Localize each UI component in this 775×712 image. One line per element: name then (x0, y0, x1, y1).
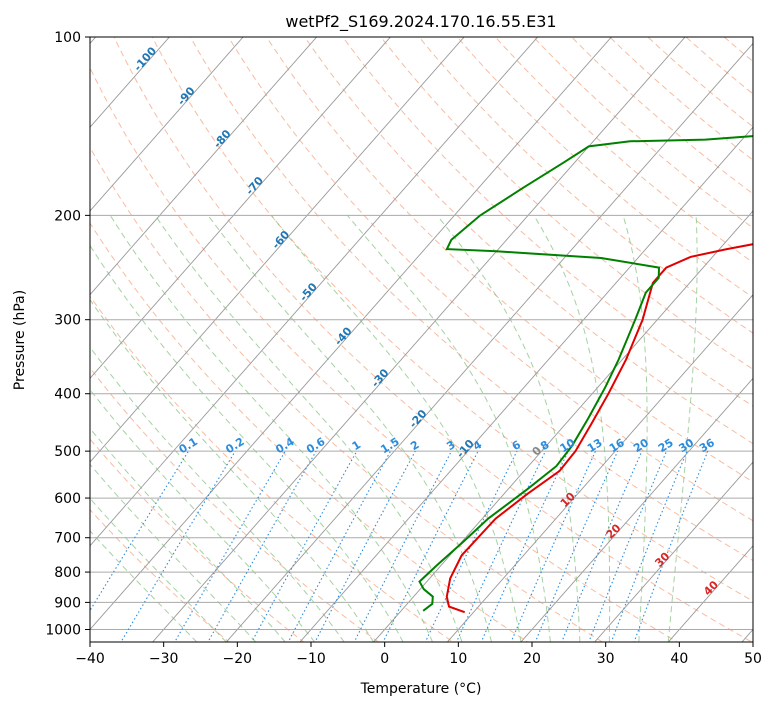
isotherm-label: -80 (211, 127, 234, 151)
moist-adiabat (0, 215, 285, 642)
moist-adiabat (0, 215, 315, 642)
y-tick-label: 100 (54, 30, 81, 46)
moist-adiabat (0, 215, 256, 642)
x-tick-label: −10 (296, 651, 326, 667)
isotherm (0, 24, 476, 654)
x-tick-label: 10 (449, 651, 467, 667)
dewpoint-profile (420, 37, 775, 611)
mixing-ratio-line (584, 451, 666, 654)
isotherm (363, 24, 775, 654)
mixing-ratio-label: 13 (585, 436, 605, 455)
mixing-ratio-line (282, 451, 391, 654)
mixing-ratio-label: 0.6 (304, 435, 328, 457)
x-tick-label: −40 (75, 651, 105, 667)
x-tick-label: 0 (380, 651, 389, 667)
mixing-ratio-line (201, 451, 316, 654)
mixing-ratio-line (168, 451, 285, 654)
isotherm (584, 24, 775, 654)
dry-adiabat (70, 24, 697, 654)
dry-adiabat (0, 24, 471, 654)
x-tick-label: −20 (223, 651, 253, 667)
y-tick-label: 400 (54, 387, 81, 403)
profiles (420, 37, 775, 612)
axes: −40 −30 −20 −10 0 10 20 30 40 50 1000 900 800 700 600 5… (45, 30, 762, 667)
y-tick-label: 700 (54, 531, 81, 547)
dry-adiabat (0, 24, 319, 654)
plot-frame (90, 37, 753, 642)
mixing-ratio-label: 30 (676, 436, 696, 455)
isotherm (658, 24, 775, 654)
dry-adiabat (484, 24, 775, 654)
mixing-ratio-line (245, 451, 356, 654)
y-tick-label: 300 (54, 313, 81, 329)
mixing-ratio-line (506, 451, 596, 654)
mixing-ratio-label: 0.4 (273, 435, 297, 457)
isotherm (0, 24, 255, 654)
mixing-ratio-label: 1.5 (378, 435, 401, 456)
y-tick-label: 1000 (45, 623, 81, 639)
isotherm-label: -70 (243, 174, 266, 198)
mixing-ratio-line (114, 451, 235, 654)
y-tick-label: 500 (54, 444, 81, 460)
moist-adiabat (38, 215, 374, 642)
y-tick-label: 800 (54, 565, 81, 581)
isotherm-label: -20 (407, 407, 430, 431)
y-tick-label: 600 (54, 491, 81, 507)
moist-adiabat (271, 215, 521, 642)
isotherm (216, 24, 771, 654)
mixing-ratio-label: 16 (607, 436, 627, 455)
isotherm-label: -40 (332, 324, 355, 348)
isotherm (289, 24, 775, 654)
dry-adiabat-label: 20 (604, 521, 624, 541)
x-tick-label: 50 (744, 651, 762, 667)
isotherm (0, 24, 328, 654)
y-axis-title: Pressure (hPa) (12, 290, 28, 390)
moist-adiabat (72, 215, 404, 642)
x-tick-label: 30 (597, 651, 615, 667)
moist-adiabat (437, 215, 580, 642)
dry-adiabat (296, 24, 775, 654)
x-tick-label: 40 (670, 651, 688, 667)
dry-adiabat-label: 10 (558, 490, 578, 510)
isotherm-label: -50 (297, 280, 320, 304)
dry-adiabat-label: 40 (701, 578, 721, 598)
isotherm (437, 24, 775, 654)
dry-adiabat-label: 30 (652, 549, 672, 569)
y-tick-label: 200 (54, 208, 81, 224)
moist-adiabat (0, 215, 197, 642)
isotherm (142, 24, 697, 654)
dry-adiabat (0, 24, 243, 654)
isotherm-label: -90 (175, 84, 198, 108)
x-tick-label: −30 (149, 651, 179, 667)
mixing-ratio-label: 0.1 (177, 435, 200, 456)
mixing-ratio-line (476, 451, 568, 654)
mixing-ratio-label: 20 (631, 436, 651, 455)
mixing-ratio-label: 25 (656, 436, 676, 455)
dry-adiabat (108, 24, 774, 654)
x-tick-label: 20 (523, 651, 541, 667)
dry-adiabat (521, 24, 775, 654)
dry-adiabat (409, 24, 775, 654)
isotherm-label: -100 (131, 44, 159, 74)
y-tick-label: 900 (54, 595, 81, 611)
dry-adiabat (221, 24, 775, 654)
mixing-ratio-line (348, 451, 451, 654)
isotherm-label: -60 (269, 228, 292, 252)
mixing-ratio-line (607, 451, 687, 654)
dry-adiabat (596, 24, 775, 654)
mixing-ratio-line (630, 451, 708, 654)
isotherm-label: -30 (369, 366, 392, 390)
x-axis-title: Temperature (°C) (360, 681, 482, 697)
dry-adiabat (33, 24, 622, 654)
chart-title: wetPf2_S169.2024.170.16.55.E31 (285, 12, 556, 32)
